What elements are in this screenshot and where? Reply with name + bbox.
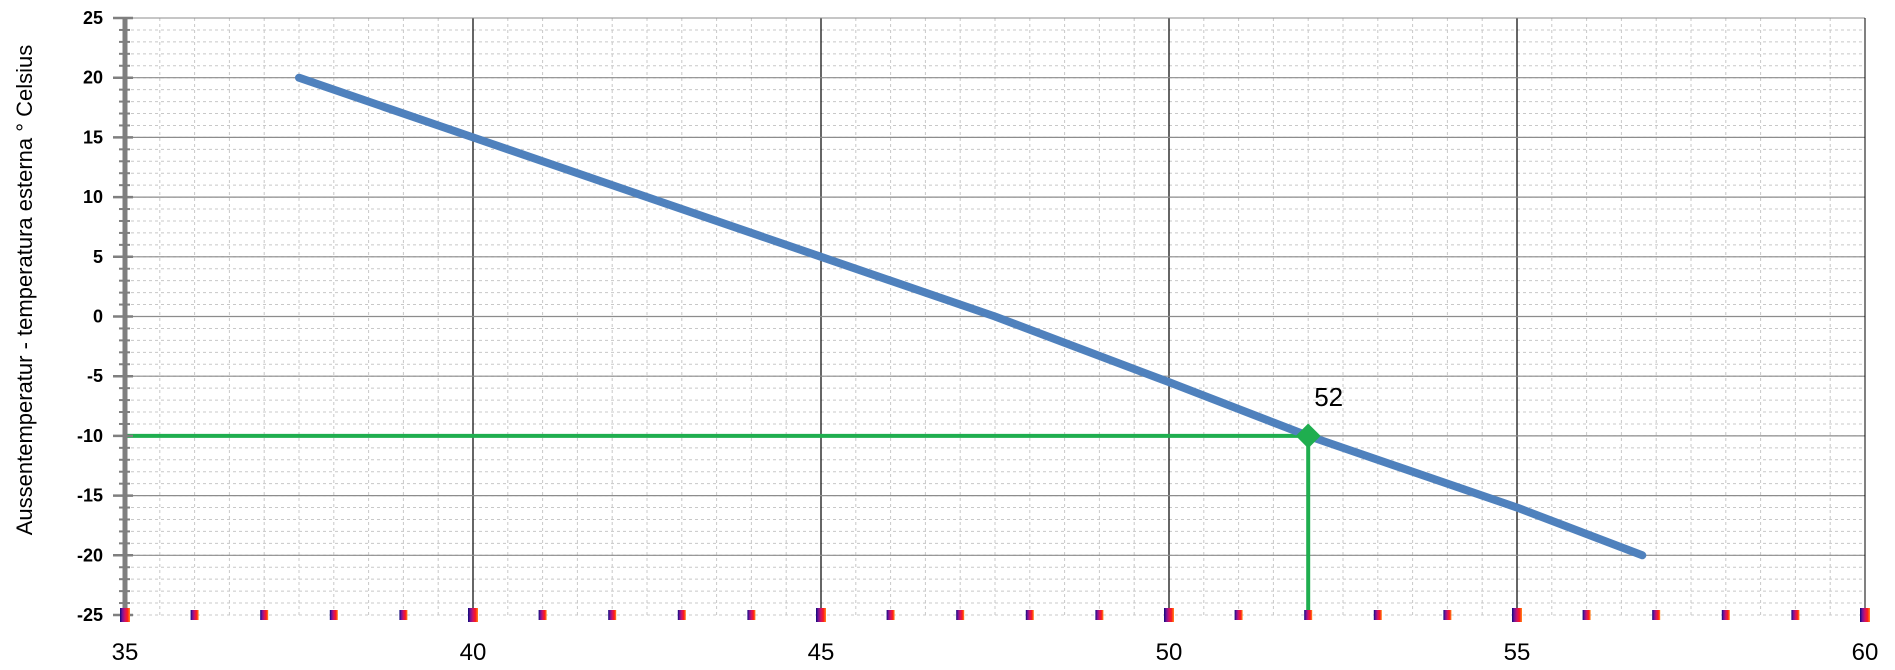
annotation-label: 52: [1314, 382, 1343, 412]
x-tick-label: 45: [808, 639, 835, 666]
x-axis-tick: [120, 608, 130, 622]
y-tick-label: 20: [83, 68, 103, 88]
x-axis-tick: [608, 610, 617, 620]
x-axis-tick: [1095, 610, 1104, 620]
data-marker-diamond: [1295, 423, 1321, 449]
guide-lines: [125, 433, 1311, 615]
x-axis-tick: [538, 610, 547, 620]
x-axis-tick: [1234, 610, 1243, 620]
x-axis-tick: [1025, 610, 1034, 620]
x-axis-tick: [1860, 608, 1870, 622]
y-tick-label: 15: [83, 127, 103, 147]
x-axis-tick: [468, 608, 478, 622]
major-gridlines: [125, 18, 1865, 615]
x-tick-label: 55: [1504, 639, 1531, 666]
x-tick-label: 50: [1156, 639, 1183, 666]
x-tick-label: 35: [112, 639, 139, 666]
x-axis-tick: [1721, 610, 1730, 620]
series-line: [295, 73, 1647, 560]
y-tick-label: -20: [77, 545, 103, 565]
x-axis-tick: [260, 610, 269, 620]
y-tick-label: 0: [93, 307, 103, 327]
x-axis-tick: [1512, 608, 1522, 622]
x-tick-label: 40: [460, 639, 487, 666]
x-axis-tick: [1373, 610, 1382, 620]
y-tick-label: 5: [93, 247, 103, 267]
axes-layer: [113, 16, 1870, 622]
x-axis-tick: [190, 610, 199, 620]
y-tick-label: -5: [87, 366, 103, 386]
x-axis-tick: [1582, 610, 1591, 620]
x-axis-tick: [399, 610, 408, 620]
series-layer: [295, 73, 1647, 560]
x-axis-tick: [1304, 610, 1313, 620]
x-axis-tick: [886, 610, 895, 620]
x-axis-tick: [1652, 610, 1661, 620]
y-tick-label: 25: [83, 8, 103, 28]
x-axis-tick: [956, 610, 965, 620]
x-tick-label: 60: [1852, 639, 1879, 666]
x-axis-tick: [816, 608, 826, 622]
y-tick-label: 10: [83, 187, 103, 207]
x-axis-tick: [1791, 610, 1800, 620]
x-axis-tick: [747, 610, 756, 620]
x-axis-tick: [1443, 610, 1452, 620]
plot-frame: [125, 17, 1866, 615]
y-tick-label: -10: [77, 426, 103, 446]
y-axis-label: Aussentemperatur - temperatura esterna °…: [12, 45, 37, 536]
x-axis-tick: [1164, 608, 1174, 622]
x-axis-tick: [677, 610, 686, 620]
marker-layer: [1295, 423, 1321, 449]
y-tick-label: -15: [77, 486, 103, 506]
y-tick-label: -25: [77, 605, 103, 625]
x-axis-tick: [329, 610, 338, 620]
